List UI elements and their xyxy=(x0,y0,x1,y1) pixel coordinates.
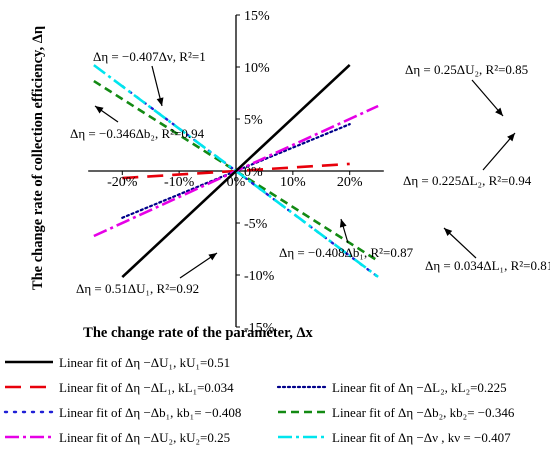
annotation-arrowhead-L2 xyxy=(507,133,515,142)
legend-label-L1: Linear fit of Δη −ΔL₁, kL₁=0.034 xyxy=(59,380,234,395)
annotations: Δη = 0.51ΔU₁, R²=0.92 Δη = 0.034ΔL₁, R²=0… xyxy=(70,49,550,296)
legend-label-U2: Linear fit of Δη −ΔU₂, kU₂=0.25 xyxy=(59,430,230,445)
x-tick-label: 0% xyxy=(227,175,246,190)
series-line-b2 xyxy=(93,79,379,263)
annotation-U1: Δη = 0.51ΔU₁, R²=0.92 xyxy=(76,281,199,296)
legend-label-U1: Linear fit of Δη −ΔU₁, kU₁=0.51 xyxy=(59,355,230,370)
annotation-arrowhead-v xyxy=(156,97,164,106)
legend-label-b1: Linear fit of Δη −Δb₁, kb₁= −0.408 xyxy=(59,405,241,420)
annotation-arrowhead-U1 xyxy=(208,253,217,261)
y-tick-label: 10% xyxy=(244,61,270,76)
y-tick-label: 5% xyxy=(244,113,263,128)
y-tick-label: -5% xyxy=(244,217,268,232)
y-axis-title: The change rate of collection efficiency… xyxy=(30,26,46,290)
annotation-v: Δη = −0.407Δν, R²=1 xyxy=(93,49,206,64)
annotation-arrowhead-b2 xyxy=(95,106,104,114)
legend-label-v: Linear fit of Δη −Δν , kν = −0.407 xyxy=(332,430,511,445)
tick-labels: -20% -10% 0% 10% 20% -15% -10% -5% 0% 5% 10% 15% xyxy=(107,9,363,336)
x-tick-label: -10% xyxy=(164,175,195,190)
y-tick-label: -15% xyxy=(244,321,275,336)
legend-label-L2: Linear fit of Δη −ΔL₂, kL₂=0.225 xyxy=(332,380,507,395)
annotation-U2: Δη = 0.25ΔU₂, R²=0.85 xyxy=(405,62,528,77)
legend-label-b2: Linear fit of Δη −Δb₂, kb₂= −0.346 xyxy=(332,405,515,420)
annotation-b2: Δη = −0.346Δb₂, R²=0.94 xyxy=(70,126,205,141)
annotation-L1: Δη = 0.034ΔL₁, R²=0.81 xyxy=(425,258,550,273)
y-tick-label: 0% xyxy=(244,165,263,180)
annotation-arrow-L2 xyxy=(482,132,516,171)
y-tick-label: -10% xyxy=(244,269,275,284)
x-axis-title: The change rate of the parameter, Δx xyxy=(83,325,313,341)
annotation-arrowhead-L1 xyxy=(444,228,453,237)
annotation-arrowhead-U2 xyxy=(495,107,503,116)
annotation-L2: Δη = 0.225ΔL₂, R²=0.94 xyxy=(403,173,532,188)
x-tick-label: 20% xyxy=(337,175,363,190)
plot-area xyxy=(88,14,384,328)
series-line-U1 xyxy=(121,63,351,279)
x-tick-label: -20% xyxy=(107,175,138,190)
legend: Linear fit of Δη −ΔU₁, kU₁=0.51 Linear fi… xyxy=(3,355,515,445)
annotation-arrowhead-b1 xyxy=(339,219,347,228)
annotation-b1: Δη = −0.408Δb₁, R²=0.87 xyxy=(279,245,414,260)
y-tick-label: 15% xyxy=(244,9,270,24)
x-tick-label: 10% xyxy=(280,175,306,190)
